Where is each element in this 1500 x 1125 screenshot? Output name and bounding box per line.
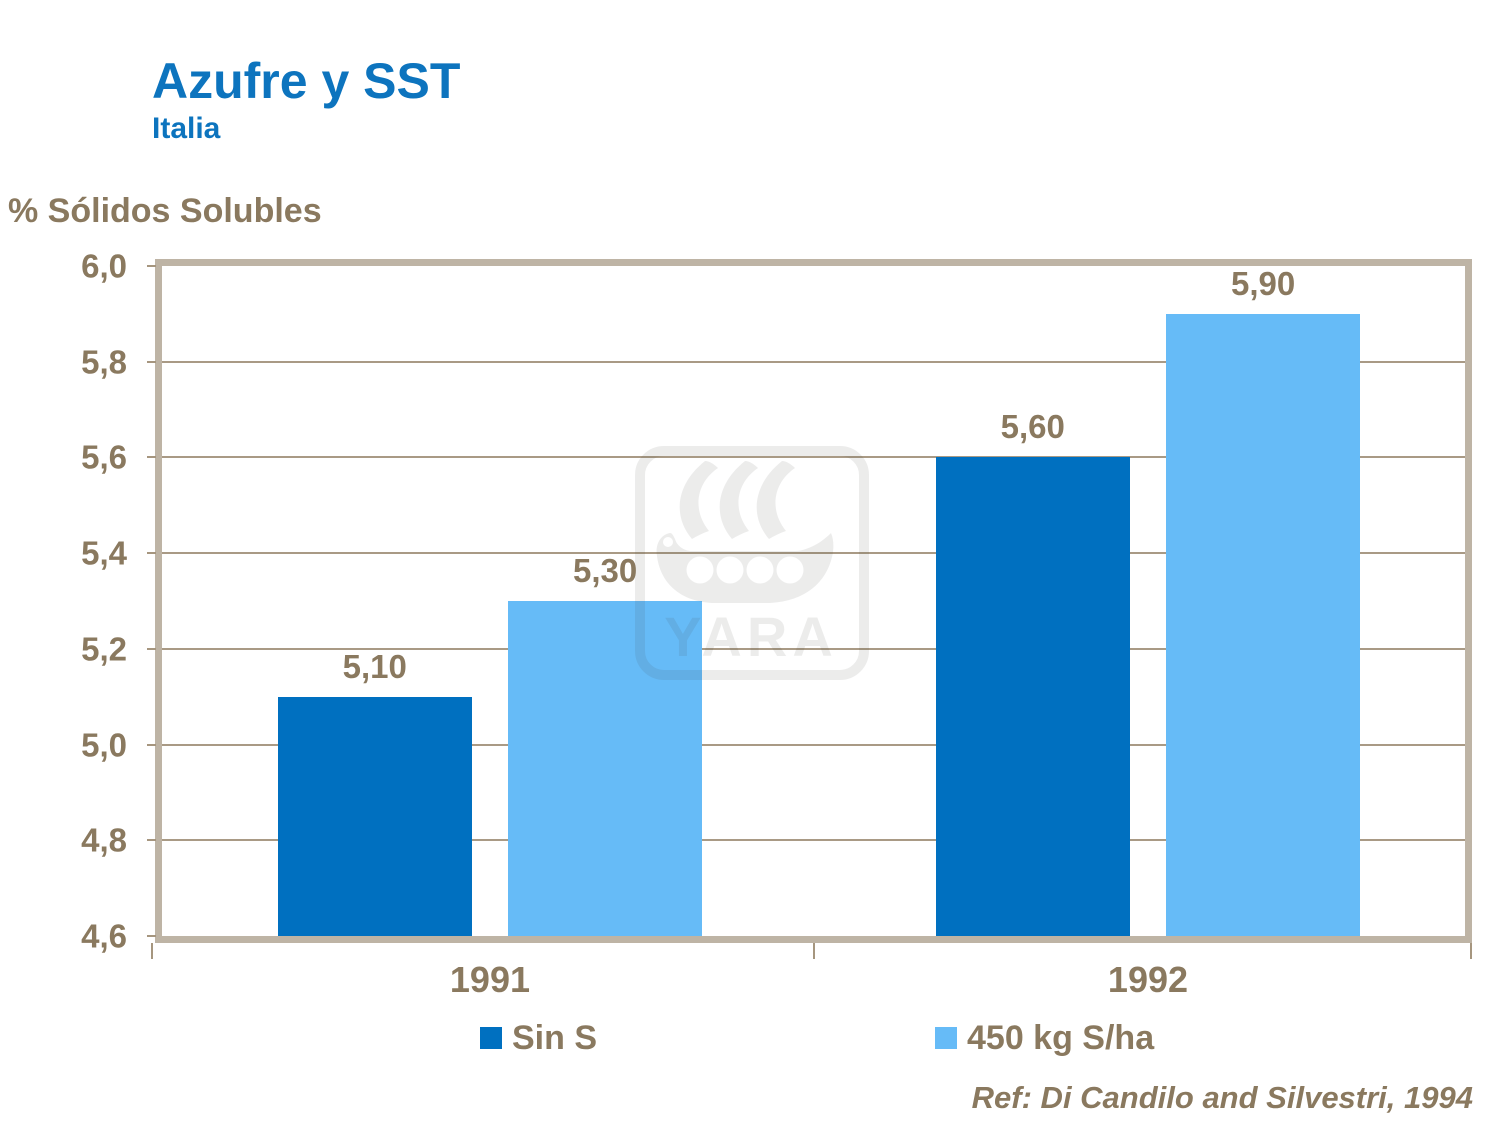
bar-value-label: 5,10 xyxy=(342,647,407,685)
x-tick xyxy=(812,943,815,959)
gridline xyxy=(162,647,1465,650)
legend-swatch xyxy=(935,1027,957,1049)
y-tick xyxy=(147,743,156,746)
gridline xyxy=(162,743,1465,746)
y-tick-label: 5,4 xyxy=(81,534,127,572)
legend-label: Sin S xyxy=(512,1019,598,1057)
y-tick xyxy=(147,839,156,842)
bar xyxy=(935,457,1130,936)
legend-swatch xyxy=(480,1027,502,1049)
bar xyxy=(1166,313,1361,936)
legend: Sin S 450 kg S/ha xyxy=(0,1021,1500,1065)
x-tick xyxy=(1470,943,1472,959)
y-tick xyxy=(147,265,156,267)
gridline xyxy=(162,456,1465,459)
plot-area: YARA 6,0 5,8 5,6 5,4 5,2 5,0 4,8 4,6 5,10 5,30 199… xyxy=(81,250,1472,998)
y-tick-label: 5,0 xyxy=(81,726,127,764)
page-title: Azufre y SST xyxy=(152,53,461,109)
bar xyxy=(508,601,703,936)
gridline xyxy=(162,552,1465,555)
bar-value-label: 5,30 xyxy=(573,552,638,589)
reference-text: Ref: Di Candilo and Silvestri, 1994 xyxy=(971,1080,1473,1115)
legend-item: 450 kg S/ha xyxy=(935,1021,1154,1055)
legend-item: Sin S xyxy=(480,1021,597,1055)
y-tick xyxy=(147,552,156,555)
x-category-label: 1991 xyxy=(449,959,530,1000)
y-tick-label: 5,2 xyxy=(81,630,127,668)
bar-value-label: 5,90 xyxy=(1231,264,1296,302)
y-axis-title: % Sólidos Solubles xyxy=(8,192,322,230)
bar xyxy=(277,696,472,936)
y-tick-label: 4,8 xyxy=(81,821,127,859)
gridline xyxy=(162,360,1465,363)
bar-value-label: 5,60 xyxy=(1000,408,1065,446)
y-tick xyxy=(147,647,156,650)
gridline xyxy=(162,839,1465,842)
viking-ship-icon xyxy=(656,461,834,603)
page-subtitle: Italia xyxy=(152,112,221,145)
y-tick-label: 4,6 xyxy=(81,917,127,955)
y-tick xyxy=(147,360,156,363)
y-tick xyxy=(147,935,156,937)
x-tick xyxy=(151,943,153,959)
y-tick-label: 5,6 xyxy=(81,438,127,476)
legend-label: 450 kg S/ha xyxy=(967,1019,1155,1057)
x-category-label: 1992 xyxy=(1107,959,1189,1000)
y-tick-label: 5,8 xyxy=(81,343,127,381)
y-tick xyxy=(147,456,156,459)
y-tick-label: 6,0 xyxy=(81,247,127,285)
